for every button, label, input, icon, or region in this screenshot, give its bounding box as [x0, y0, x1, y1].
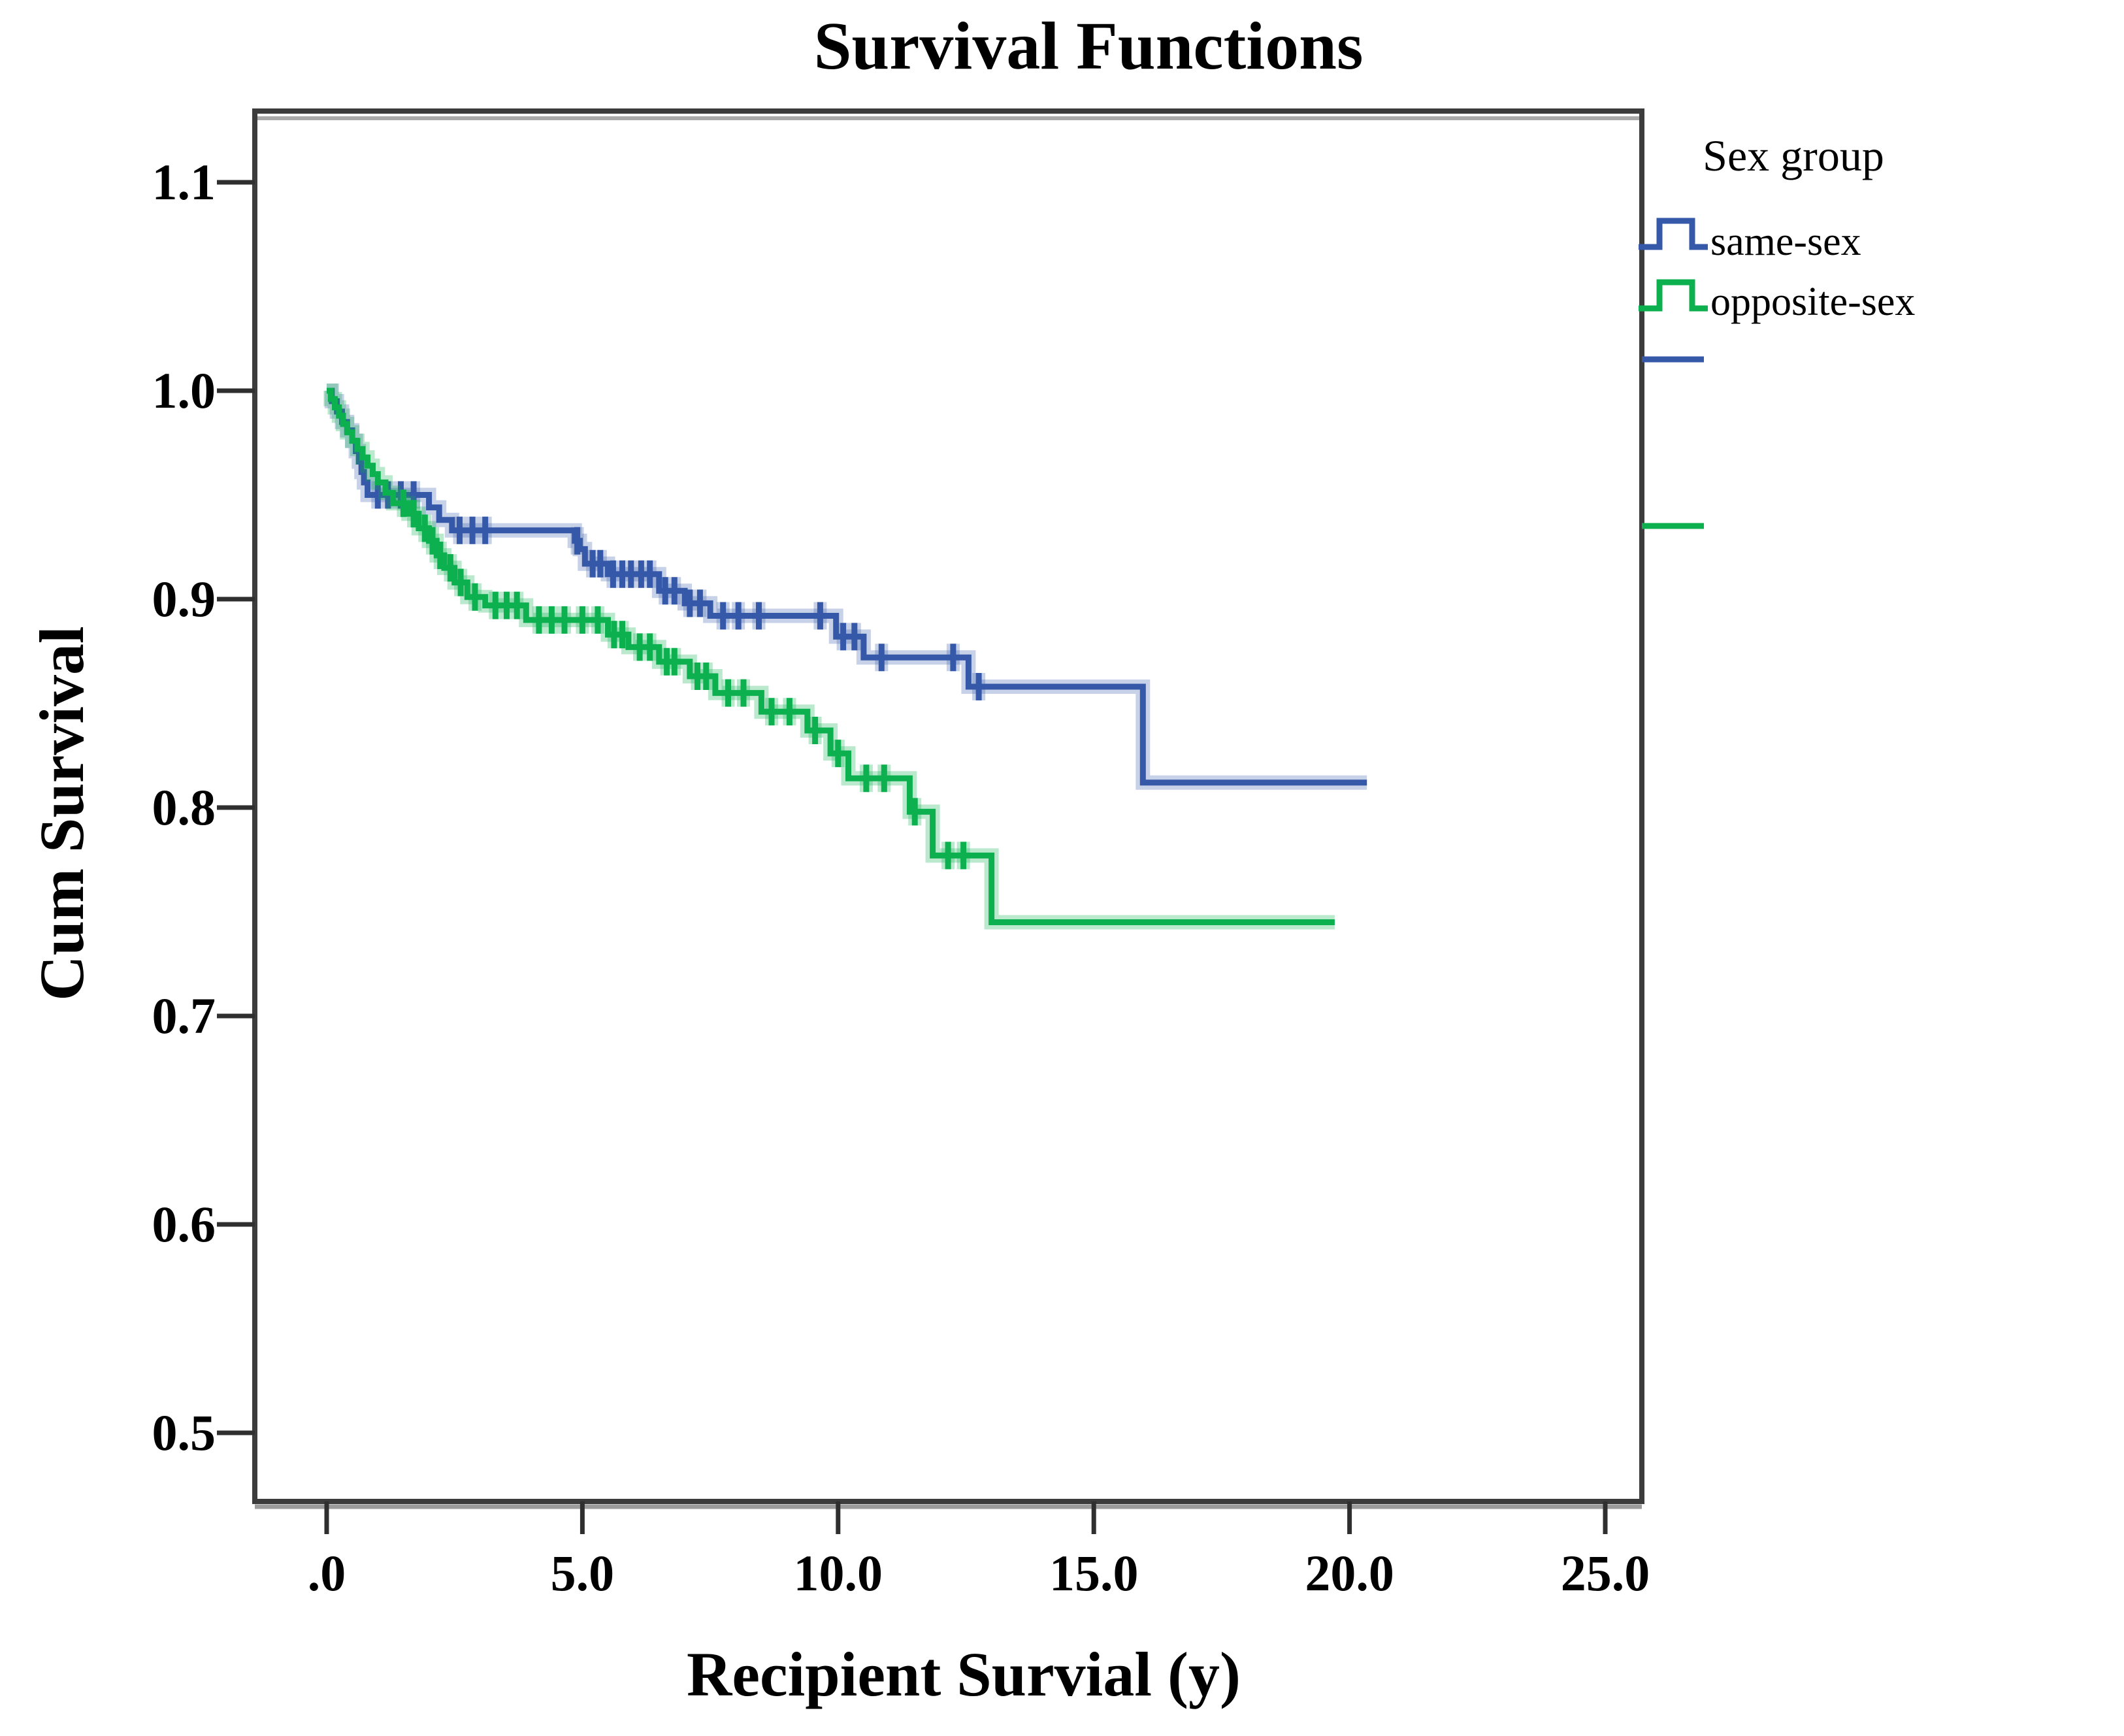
plot-frame: [252, 108, 1644, 1504]
axis-tick-marks: [217, 180, 1608, 1534]
same-sex-curve: [327, 387, 1367, 786]
legend-glyph-opposite-sex-icon: [1639, 279, 1708, 312]
curves: [323, 356, 1704, 930]
x-tick-label: 5.0: [550, 1545, 615, 1601]
legend-glyph-path-0: [1639, 218, 1708, 250]
chart-title: Survival Functions: [813, 8, 1364, 84]
y-tick-label: 1.1: [152, 154, 216, 210]
y-tick-label: 0.5: [152, 1404, 216, 1461]
y-tick-label: 1.0: [152, 362, 216, 419]
opposite-sex-censor-ticks: [400, 489, 967, 870]
y-tick-label: 0.9: [152, 570, 216, 627]
x-axis-title: Recipient Survial (y): [687, 1639, 1241, 1709]
y-tick-label: 0.6: [152, 1196, 216, 1253]
same-sex-curve-halo: [324, 384, 1367, 790]
legend-glyph-path-1: [1639, 279, 1708, 312]
same-sex-censor-ticks: [374, 481, 982, 700]
y-tick-label: 0.7: [152, 987, 216, 1044]
legend-glyph-same-sex-icon: [1639, 218, 1708, 250]
opposite-sex-curve: [327, 387, 1335, 925]
legend-label-same-sex: same-sex: [1710, 220, 1861, 264]
x-tick-label: 10.0: [793, 1545, 883, 1601]
y-tick-label: 0.8: [152, 779, 216, 836]
x-tick-label: 25.0: [1560, 1545, 1650, 1601]
x-tick-label: 15.0: [1049, 1545, 1139, 1601]
x-tick-label: 20.0: [1305, 1545, 1394, 1601]
opposite-sex-curve-halo: [323, 384, 1335, 930]
x-tick-label: .0: [307, 1545, 346, 1601]
legend-title: Sex group: [1703, 131, 1884, 180]
legend-label-opposite-sex: opposite-sex: [1710, 280, 1916, 324]
